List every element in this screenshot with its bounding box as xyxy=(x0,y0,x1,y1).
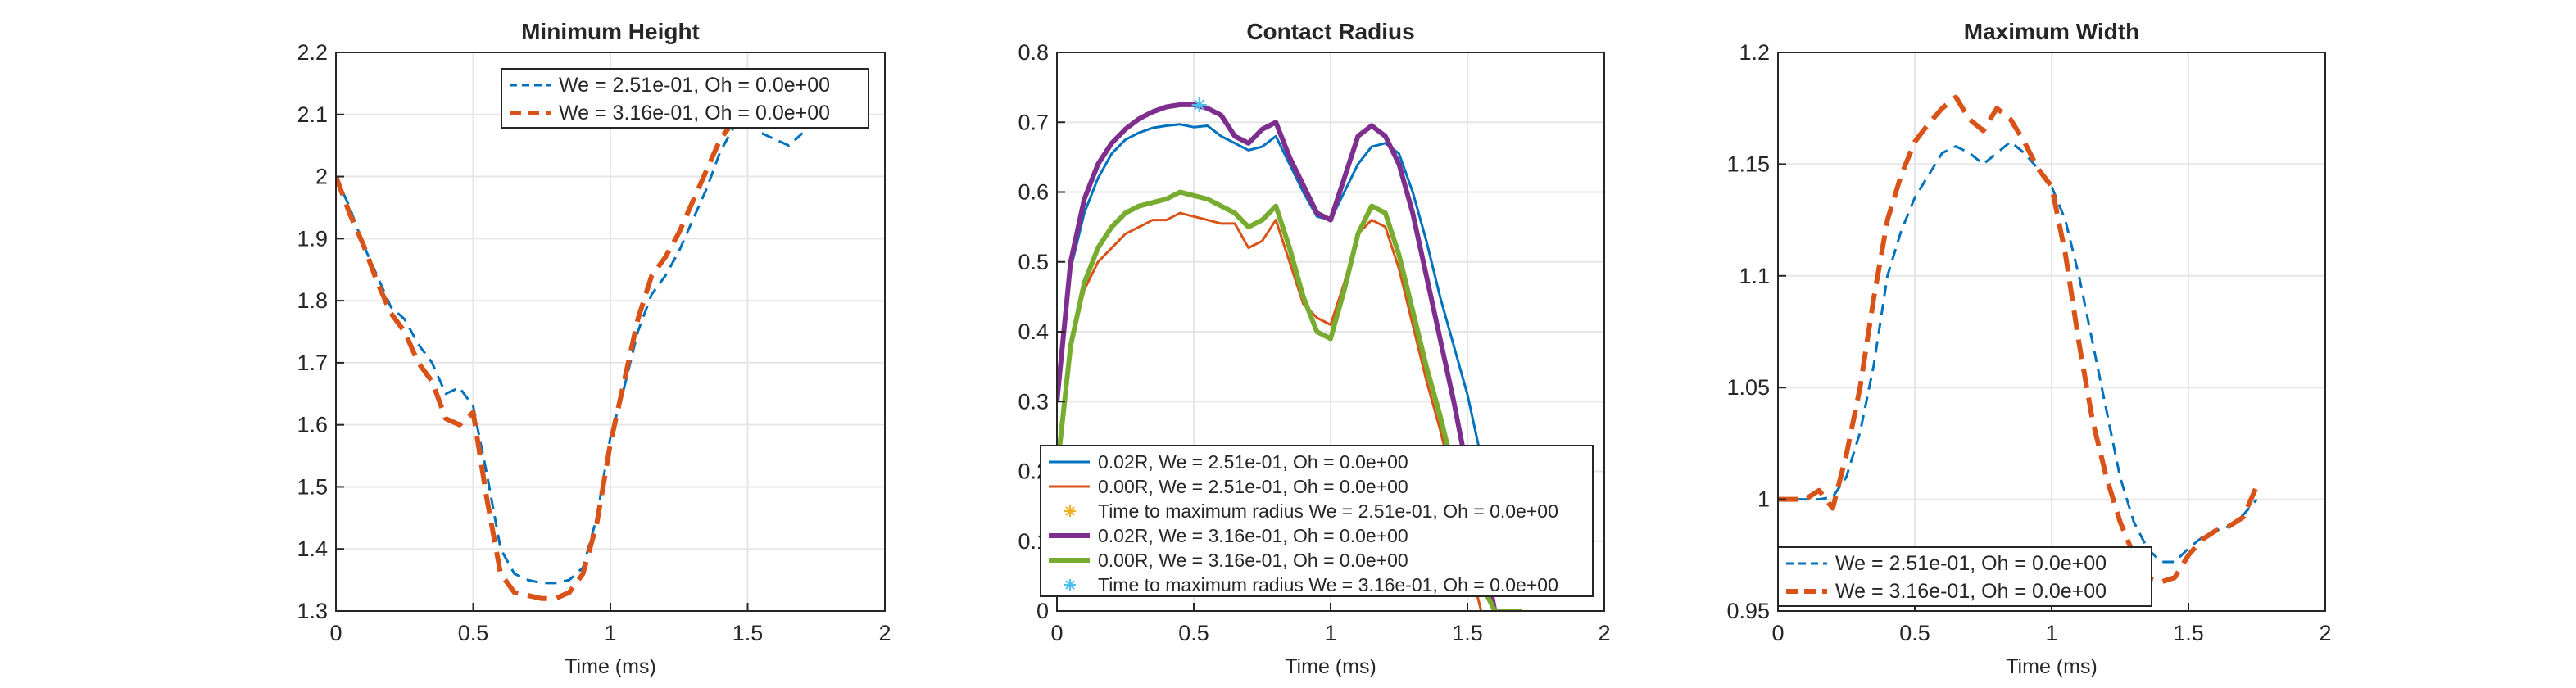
x-tick-label: 1 xyxy=(1324,621,1336,645)
y-tick-label: 0.6 xyxy=(1018,180,1049,205)
x-tick-label: 1 xyxy=(604,621,616,645)
legend-entry: 0.02R, We = 3.16e-01, Oh = 0.0e+00 xyxy=(1049,525,1408,546)
legend-label: 0.00R, We = 2.51e-01, Oh = 0.0e+00 xyxy=(1098,476,1408,497)
y-tick-label: 1.5 xyxy=(297,474,328,499)
legend-label: We = 3.16e-01, Oh = 0.0e+00 xyxy=(1835,580,2107,603)
x-tick-label: 2 xyxy=(1598,621,1610,645)
legend-label: 0.00R, We = 3.16e-01, Oh = 0.0e+00 xyxy=(1098,550,1408,571)
x-tick-label: 1.5 xyxy=(2173,621,2204,645)
y-tick-label: 0.95 xyxy=(1726,599,1770,623)
y-tick-label: 0.5 xyxy=(1018,250,1049,274)
tick-group: 0 0.5 1 1.5 2 1.3 1.4 1.5 1.6 1.7 1.8 1.9 2 2.1 2.2 xyxy=(297,40,891,645)
series-group xyxy=(336,111,804,601)
legend-entry: Time to maximum radius We = 3.16e-01, Oh… xyxy=(1064,574,1558,595)
legend-label: We = 2.51e-01, Oh = 0.0e+00 xyxy=(1835,552,2107,575)
x-tick-label: 0 xyxy=(1050,621,1063,645)
y-tick-label: 1.8 xyxy=(297,288,328,313)
y-tick-label: 1.9 xyxy=(297,226,328,251)
y-tick-label: 1.6 xyxy=(297,413,328,437)
series-group xyxy=(1778,94,2260,585)
x-axis-label: Time (ms) xyxy=(565,655,656,678)
x-tick-label: 1 xyxy=(2045,621,2057,645)
legend-entry: 0.00R, We = 3.16e-01, Oh = 0.0e+00 xyxy=(1049,550,1408,571)
legend-label: 0.02R, We = 3.16e-01, Oh = 0.0e+00 xyxy=(1098,525,1408,546)
x-tick-label: 2 xyxy=(2319,621,2331,645)
legend-entry: We = 2.51e-01, Oh = 0.0e+00 xyxy=(510,74,830,97)
series-line-1 xyxy=(1057,123,1510,598)
y-tick-label: 0 xyxy=(1036,599,1049,623)
series-group xyxy=(1057,97,1522,611)
x-tick-label: 0 xyxy=(329,621,342,645)
chart-title: Maximum Width xyxy=(1964,19,2139,44)
y-tick-label: 1 xyxy=(1757,487,1770,512)
series-line-5 xyxy=(1057,189,1522,611)
y-tick-label: 0.8 xyxy=(1018,40,1049,65)
y-tick-label: 0.4 xyxy=(1018,319,1049,344)
legend-entry: Time to maximum radius We = 2.51e-01, Oh… xyxy=(1064,500,1558,522)
y-tick-label: 2 xyxy=(315,165,328,189)
legend-box xyxy=(501,68,869,129)
y-tick-label: 2.2 xyxy=(297,40,328,65)
chart-title: Contact Radius xyxy=(1246,19,1414,44)
series-line-1 xyxy=(336,119,804,585)
y-tick-label: 1.4 xyxy=(297,536,328,561)
chart-panel-3: 0 0.5 1 1.5 2 0.95 1 1.05 1.1 1.15 1.2 Maximum Widt… xyxy=(1726,19,2331,678)
series-line-1 xyxy=(1778,140,2258,564)
legend-box xyxy=(1777,546,2152,607)
y-tick-label: 0.7 xyxy=(1018,110,1049,134)
legend: 0.02R, We = 2.51e-01, Oh = 0.0e+00 0.00R,… xyxy=(1040,445,1594,597)
y-tick-label: 1.7 xyxy=(297,351,328,375)
legend-label: Time to maximum radius We = 3.16e-01, Oh… xyxy=(1098,574,1558,595)
legend-label: 0.02R, We = 2.51e-01, Oh = 0.0e+00 xyxy=(1098,451,1408,473)
chart-panel-1: 0 0.5 1 1.5 2 1.3 1.4 1.5 1.6 1.7 1.8 1.9 2 2.1 2.2 Min… xyxy=(297,19,891,678)
chart-panel-2: 0 0.5 1 1.5 200.10.20.30.40.50.60.70.8Contac… xyxy=(1018,19,1610,678)
y-tick-label: 1.2 xyxy=(1739,40,1770,65)
legend: We = 2.51e-01, Oh = 0.0e+00 We = 3.16e-01… xyxy=(501,68,869,129)
legend: We = 2.51e-01, Oh = 0.0e+00 We = 3.16e-01… xyxy=(1777,546,2152,607)
series-line-2 xyxy=(1778,94,2260,585)
x-tick-label: 1.5 xyxy=(1452,621,1483,645)
legend-entry: We = 2.51e-01, Oh = 0.0e+00 xyxy=(1786,552,2107,575)
legend-box xyxy=(1040,445,1594,597)
x-tick-label: 1.5 xyxy=(732,621,764,645)
legend-label: We = 2.51e-01, Oh = 0.0e+00 xyxy=(559,74,830,97)
legend-entry: 0.02R, We = 2.51e-01, Oh = 0.0e+00 xyxy=(1049,451,1408,473)
tick-group: 0 0.5 1 1.5 2 0.95 1 1.05 1.1 1.15 1.2 xyxy=(1726,40,2331,645)
y-tick-label: 1.05 xyxy=(1726,375,1770,400)
y-tick-label: 0.3 xyxy=(1018,389,1049,414)
series-line-2 xyxy=(1057,211,1483,611)
x-axis-label: Time (ms) xyxy=(1285,655,1376,678)
tick-group: 0 0.5 1 1.5 200.10.20.30.40.50.60.70.8 xyxy=(1018,40,1610,645)
series-line-4 xyxy=(1057,102,1498,611)
y-tick-label: 1.15 xyxy=(1726,152,1770,176)
chart-title: Minimum Height xyxy=(521,19,700,44)
legend-label: We = 3.16e-01, Oh = 0.0e+00 xyxy=(559,102,830,124)
y-tick-label: 1.1 xyxy=(1739,264,1770,288)
x-tick-label: 0.5 xyxy=(1178,621,1209,645)
legend-entry: 0.00R, We = 2.51e-01, Oh = 0.0e+00 xyxy=(1049,476,1408,497)
legend-entry: We = 3.16e-01, Oh = 0.0e+00 xyxy=(510,102,830,124)
legend-label: Time to maximum radius We = 2.51e-01, Oh… xyxy=(1098,500,1558,522)
x-tick-label: 0.5 xyxy=(458,621,489,645)
x-tick-label: 2 xyxy=(878,621,891,645)
y-tick-label: 2.1 xyxy=(297,102,328,127)
y-tick-label: 1.3 xyxy=(297,599,328,623)
data-point-marker xyxy=(1191,97,1207,112)
series-line-2 xyxy=(336,111,778,601)
legend-entry: We = 3.16e-01, Oh = 0.0e+00 xyxy=(1786,580,2107,603)
x-axis-label: Time (ms) xyxy=(2006,655,2098,678)
x-tick-label: 0.5 xyxy=(1899,621,1930,645)
x-tick-label: 0 xyxy=(1771,621,1784,645)
